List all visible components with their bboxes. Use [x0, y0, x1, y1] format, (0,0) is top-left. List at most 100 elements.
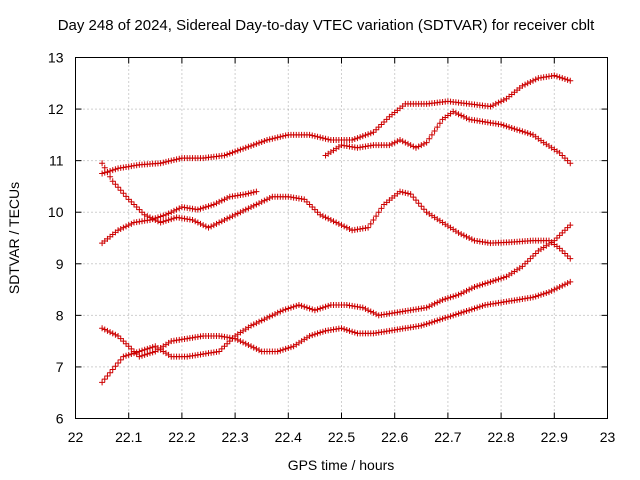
data-point-marker: [405, 140, 411, 147]
data-point-marker: [468, 306, 475, 313]
data-point-marker: [561, 250, 568, 257]
data-point-marker: [248, 322, 255, 329]
data-point-marker: [466, 235, 473, 241]
data-point-marker: [564, 280, 571, 287]
data-point-marker: [248, 343, 255, 350]
data-point-marker: [389, 140, 396, 147]
data-point-marker: [341, 223, 348, 230]
data-point-marker: [115, 332, 122, 339]
data-point-marker: [272, 135, 278, 142]
data-point-marker: [202, 204, 209, 211]
data-point-marker: [317, 211, 324, 218]
data-point-marker: [519, 128, 526, 135]
data-point-marker: [301, 303, 308, 310]
data-point-marker: [402, 139, 409, 146]
data-point-marker: [436, 298, 443, 305]
data-point-marker: [532, 76, 539, 83]
data-point-marker: [309, 332, 316, 339]
x-tick-label: 22.2: [168, 429, 195, 445]
data-point-marker: [439, 315, 446, 322]
data-point-marker: [224, 215, 231, 222]
data-point-marker: [279, 307, 286, 314]
data-point-marker: [279, 133, 286, 140]
data-point-marker: [221, 152, 228, 159]
data-point-marker: [415, 200, 422, 207]
data-point-marker: [149, 349, 156, 356]
data-point-marker: [165, 216, 172, 223]
data-point-marker: [99, 160, 106, 167]
data-point-marker: [266, 136, 273, 143]
data-point-marker: [128, 351, 135, 358]
data-point-marker: [402, 189, 409, 196]
data-point-marker: [245, 143, 252, 150]
data-point-marker: [104, 372, 111, 379]
data-point-marker: [131, 350, 138, 357]
data-point-marker: [245, 190, 252, 197]
data-point-marker: [173, 156, 180, 163]
data-point-marker: [487, 103, 494, 110]
data-point-marker: [495, 276, 502, 283]
data-point-marker: [522, 260, 529, 267]
data-point-marker: [495, 99, 502, 106]
data-point-marker: [101, 376, 108, 383]
data-point-marker: [295, 302, 302, 309]
data-point-marker: [160, 159, 167, 166]
data-point-marker: [468, 285, 475, 292]
data-point-marker: [420, 321, 427, 328]
data-point-marker: [317, 305, 324, 312]
data-point-marker: [141, 351, 148, 358]
data-point-marker: [242, 144, 249, 151]
data-point-marker: [168, 209, 175, 216]
data-point-marker: [373, 213, 380, 220]
data-point-marker: [492, 100, 499, 107]
data-point-marker: [370, 129, 377, 136]
data-point-marker: [503, 123, 510, 130]
data-point-marker: [428, 302, 435, 309]
data-point-marker: [274, 134, 281, 141]
data-point-marker: [107, 369, 114, 376]
data-point-marker: [346, 225, 353, 232]
data-point-marker: [133, 349, 140, 356]
data-point-marker: [264, 137, 271, 144]
data-point-marker: [226, 214, 233, 221]
data-point-marker: [168, 157, 175, 164]
data-point-marker: [266, 313, 273, 320]
data-point-marker: [476, 303, 483, 310]
data-point-marker: [530, 294, 537, 301]
data-point-marker: [285, 345, 292, 352]
data-point-marker: [418, 322, 425, 329]
data-point-marker: [287, 304, 294, 311]
data-point-marker: [357, 134, 364, 141]
data-point-marker: [279, 346, 286, 353]
data-point-marker: [524, 80, 531, 87]
data-point-marker: [349, 137, 356, 144]
data-point-marker: [458, 290, 465, 297]
data-point-marker: [133, 204, 140, 211]
data-point-marker: [330, 218, 337, 225]
data-point-marker: [367, 308, 374, 315]
data-point-marker: [210, 222, 217, 229]
data-point-marker: [205, 203, 212, 210]
data-point-marker: [123, 340, 130, 347]
data-point-marker: [564, 224, 571, 231]
data-point-marker: [213, 220, 220, 227]
data-point-marker: [303, 198, 310, 205]
data-point-marker: [431, 300, 438, 307]
data-point-marker: [410, 194, 417, 201]
data-point-marker: [322, 303, 329, 310]
data-point-marker: [146, 350, 153, 357]
data-point-marker: [170, 207, 177, 214]
data-point-marker: [266, 195, 273, 202]
data-point-marker: [447, 294, 454, 301]
data-point-marker: [378, 205, 385, 212]
data-point-marker: [125, 222, 132, 229]
data-point-marker: [274, 309, 281, 316]
data-point-marker: [399, 138, 406, 145]
data-point-marker: [128, 198, 135, 205]
series-trace-2: [99, 72, 574, 177]
data-point-marker: [112, 363, 119, 370]
data-point-marker: [452, 292, 459, 299]
data-point-marker: [232, 211, 239, 218]
data-point-marker: [112, 166, 119, 173]
y-tick-label: 6: [56, 411, 64, 427]
